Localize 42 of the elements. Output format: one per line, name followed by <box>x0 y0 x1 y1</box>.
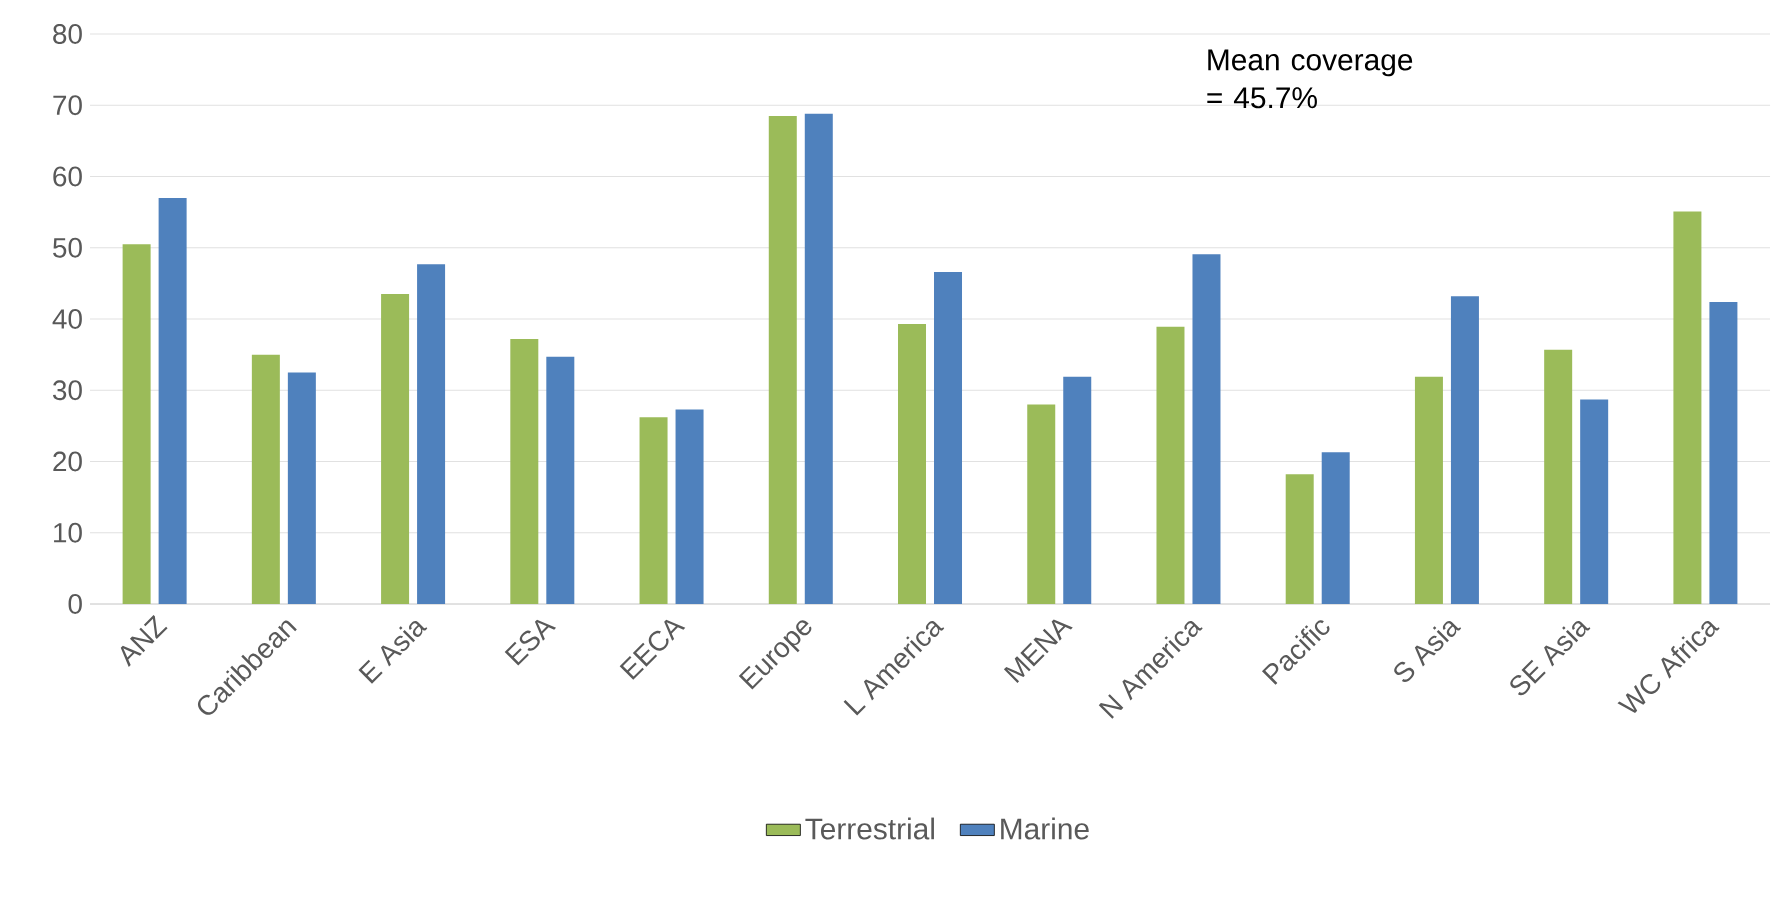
bar <box>158 197 187 604</box>
bar <box>675 409 704 604</box>
legend-label: Terrestrial <box>805 817 934 840</box>
bar <box>1709 301 1738 604</box>
y-tick-label: 30 <box>52 380 82 401</box>
bar <box>1580 399 1609 604</box>
legend-label: Marine <box>1001 817 1089 840</box>
y-tick-label: 50 <box>53 237 82 258</box>
bar <box>1063 376 1092 604</box>
bar <box>1192 254 1221 604</box>
bar <box>122 244 151 604</box>
bar <box>1321 452 1350 604</box>
annotation: Mean coverage = 45.7% <box>1207 49 1413 109</box>
bar <box>510 338 539 604</box>
bar <box>898 323 927 604</box>
y-tick-label: 20 <box>53 451 82 472</box>
x-tick-label: ESA <box>504 619 557 666</box>
bar <box>639 417 668 604</box>
y-tick-label: 70 <box>53 95 82 116</box>
bar <box>1414 376 1443 604</box>
x-tick-label: S Asia <box>1394 621 1462 683</box>
bar <box>804 113 833 604</box>
bar <box>1156 326 1185 604</box>
bar <box>1544 349 1573 604</box>
bar <box>417 264 446 604</box>
bar <box>1673 211 1702 604</box>
bar <box>1027 404 1056 604</box>
bar <box>251 354 280 604</box>
bar <box>381 294 410 604</box>
bar <box>546 356 575 604</box>
bar <box>934 271 963 604</box>
bar <box>1450 296 1479 604</box>
bar <box>768 115 797 604</box>
y-tick-label: 40 <box>52 309 82 329</box>
x-tick-label: E Asia <box>358 621 428 684</box>
y-tick-label: 0 <box>68 594 82 614</box>
x-tick-label: SE Asia <box>1510 621 1591 696</box>
bar <box>1285 474 1314 604</box>
bar <box>287 372 316 604</box>
y-tick-label: 60 <box>53 166 82 187</box>
y-tick-label: 80 <box>53 24 82 44</box>
y-tick-label: 10 <box>54 522 82 543</box>
